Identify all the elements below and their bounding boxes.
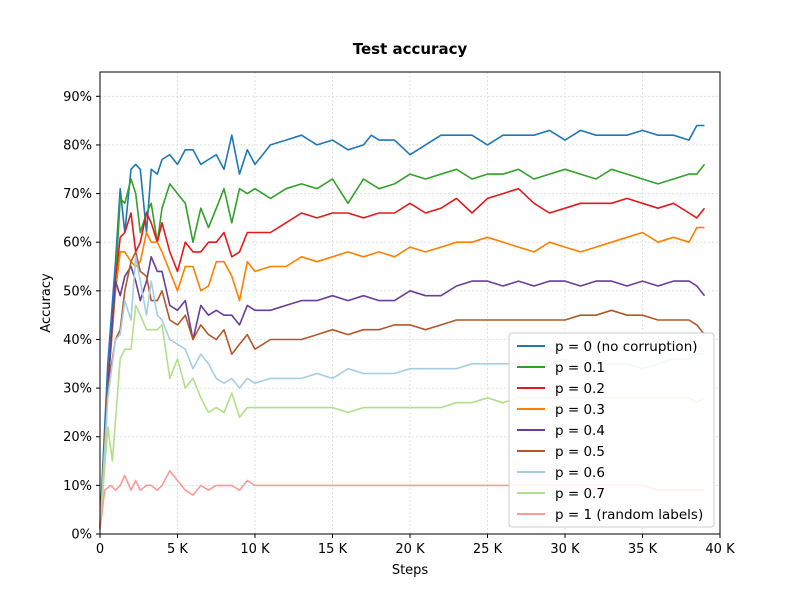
chart-title: Test accuracy [353,40,468,58]
y-tick-label: 0% [71,528,92,543]
y-tick-label: 90% [63,90,92,105]
legend-entry-5: p = 0.5 [555,444,605,460]
y-tick-label: 20% [63,430,92,445]
legend-entry-8: p = 1 (random labels) [555,507,703,523]
legend-entry-7: p = 0.7 [555,486,605,502]
legend-entry-0: p = 0 (no corruption) [555,339,698,355]
series-line-2 [99,187,706,530]
y-tick-label: 10% [63,479,92,494]
series-line-4 [99,255,706,530]
legend-entry-1: p = 0.1 [555,360,605,376]
x-tick-label: 20 K [395,542,425,557]
legend-entry-4: p = 0.4 [555,423,605,439]
x-tick-label: 35 K [628,542,658,557]
legend-entry-6: p = 0.6 [555,465,605,481]
x-tick-label: 25 K [473,542,503,557]
x-tick-label: 0 [96,542,104,557]
y-tick-label: 40% [63,333,92,348]
y-tick-label: 70% [63,187,92,202]
y-axis-label: Accuracy [39,273,54,333]
x-tick-label: 40 K [705,542,735,557]
y-tick-label: 30% [63,382,92,397]
series-line-1 [99,163,706,530]
y-tick-label: 60% [63,236,92,251]
legend-entry-2: p = 0.2 [555,381,605,397]
x-tick-label: 15 K [318,542,348,557]
x-axis-ticks: 0 5 K 10 K 15 K 20 K 25 K 30 K 35 K 40 K [96,534,735,557]
series-line-0 [99,124,705,525]
y-tick-label: 80% [63,138,92,153]
y-axis-ticks: 0% 10% 20% 30% 40% 50% 60% 70% 80% 90% [63,90,100,543]
series-line-3 [99,226,705,530]
x-axis-label: Steps [392,563,429,578]
legend-box [508,332,715,528]
legend-entry-3: p = 0.3 [555,402,605,418]
series-line-5 [99,251,706,530]
x-tick-label: 10 K [240,542,270,557]
y-tick-label: 50% [63,284,92,299]
x-tick-label: 5 K [167,542,188,557]
legend: p = 0 (no corruption) p = 0.1 p = 0.2 p = 0… [508,332,715,528]
x-tick-label: 30 K [550,542,580,557]
